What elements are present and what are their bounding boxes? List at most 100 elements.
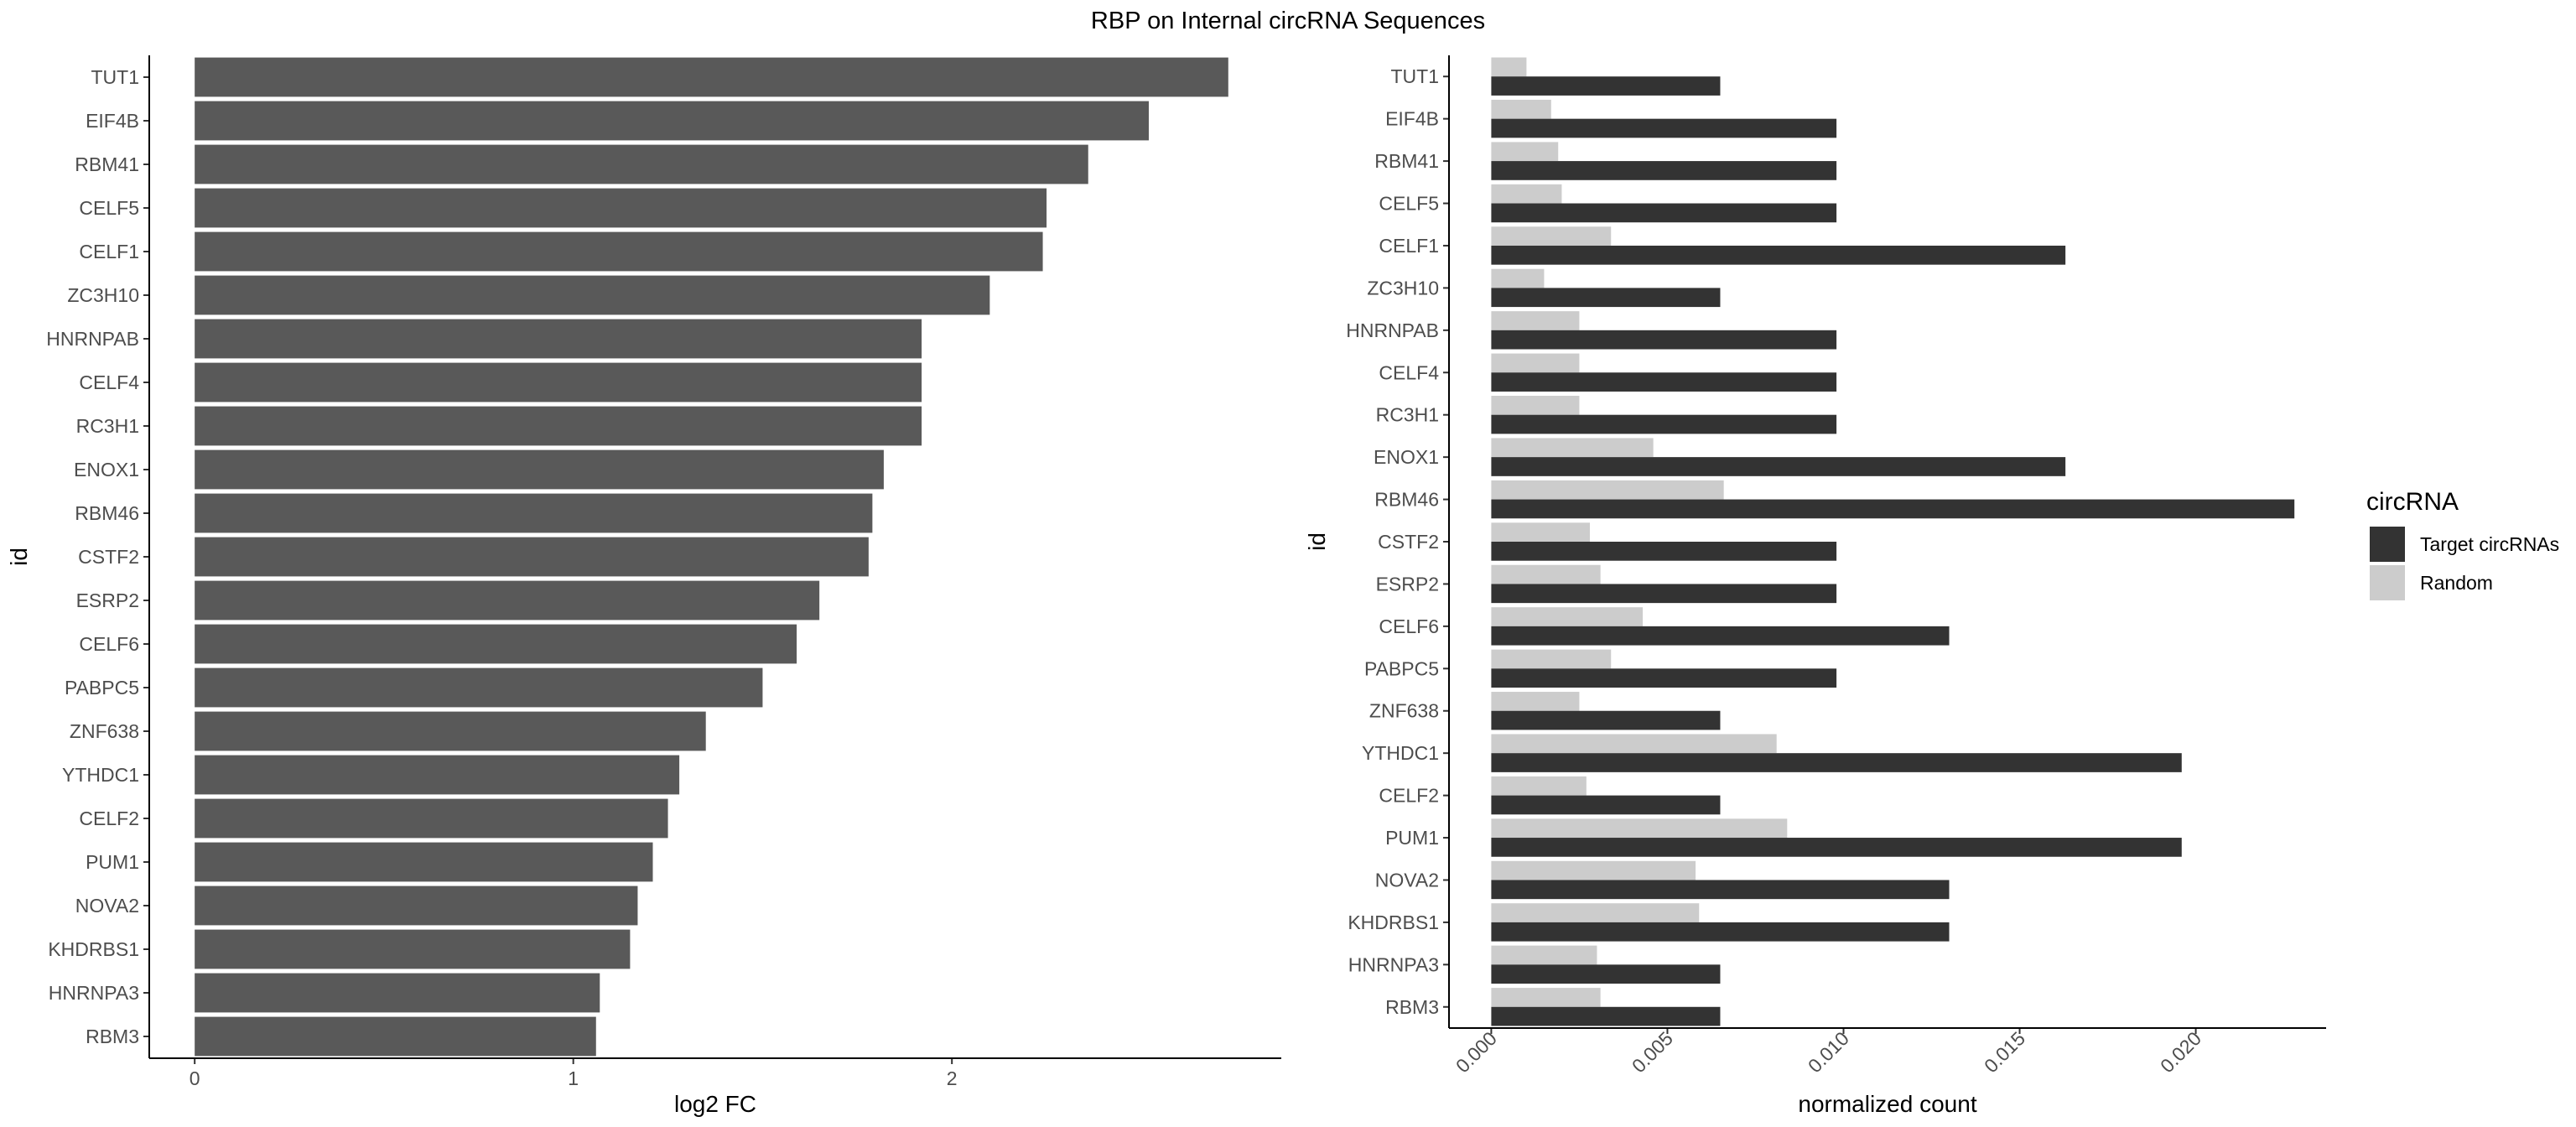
bar-target-tut1 — [1491, 76, 1721, 96]
y-tick-label: HNRNPA3 — [1348, 953, 1439, 975]
left-x-axis: 0 1 2 — [190, 1058, 958, 1089]
bar-celf5 — [195, 188, 1047, 228]
legend-title: circRNA — [2366, 488, 2459, 516]
bar-random-ythdc1 — [1491, 734, 1777, 754]
figure-title: RBP on Internal circRNA Sequences — [1091, 8, 1485, 34]
y-tick-label: CELF5 — [79, 197, 139, 219]
bar-enox1 — [195, 449, 884, 490]
y-tick-label: RBM41 — [75, 153, 139, 175]
bar-celf4 — [195, 362, 922, 402]
y-tick-label: CELF6 — [79, 633, 139, 655]
y-tick-label: RBM41 — [1374, 150, 1439, 172]
bar-target-pabpc5 — [1491, 668, 1837, 688]
bar-random-rbm41 — [1491, 142, 1559, 162]
bar-target-celf5 — [1491, 203, 1837, 223]
normalized-count-bar-chart: TUT1 EIF4B RBM41 CELF5 CELF1 ZC3H10 HNRNPAB CEL… — [1304, 55, 2326, 1117]
y-tick-label: ESRP2 — [1376, 573, 1439, 595]
log2fc-bar-chart: TUT1 EIF4B RBM41 CELF5 CELF1 ZC3H10 HNRNPAB CEL… — [6, 55, 1281, 1117]
bar-tut1 — [195, 57, 1228, 97]
bar-random-celf2 — [1491, 776, 1587, 796]
bar-nova2 — [195, 886, 638, 926]
legend-label-random: Random — [2420, 572, 2493, 594]
bar-random-pum1 — [1491, 818, 1788, 839]
legend-swatch-random — [2370, 565, 2405, 600]
bar-target-celf4 — [1491, 372, 1837, 392]
y-tick-label: RBM3 — [1385, 996, 1439, 1018]
y-tick-label: NOVA2 — [1375, 869, 1439, 891]
y-tick-label: ZNF638 — [70, 720, 139, 742]
bar-pum1 — [195, 842, 653, 882]
bar-esrp2 — [195, 580, 820, 621]
bar-target-rbm3 — [1491, 1006, 1721, 1026]
bar-random-tut1 — [1491, 57, 1527, 77]
bar-random-rbm3 — [1491, 988, 1601, 1007]
bar-random-rbm46 — [1491, 480, 1724, 500]
bar-target-zc3h10 — [1491, 288, 1721, 308]
bar-random-celf5 — [1491, 184, 1562, 204]
bar-random-enox1 — [1491, 438, 1654, 458]
y-tick-label: YTHDC1 — [1362, 742, 1439, 764]
y-tick-label: CELF4 — [1379, 361, 1439, 383]
left-y-axis-title: id — [6, 548, 32, 566]
x-tick-label: 1 — [568, 1067, 579, 1089]
bar-target-hnrnpab — [1491, 330, 1837, 350]
bar-cstf2 — [195, 537, 869, 577]
bar-pabpc5 — [195, 667, 763, 708]
y-tick-label: RBM3 — [86, 1026, 139, 1047]
y-tick-label: TUT1 — [1391, 65, 1440, 87]
bar-random-cstf2 — [1491, 522, 1591, 542]
bar-eif4b — [195, 101, 1149, 141]
y-tick-label: CELF1 — [1379, 235, 1439, 257]
right-y-tick-labels: TUT1 EIF4B RBM41 CELF5 CELF1 ZC3H10 HNRNPAB CEL… — [1346, 65, 1449, 1018]
bar-random-khdrbs1 — [1491, 903, 1700, 922]
y-tick-label: ZNF638 — [1369, 700, 1439, 722]
bar-rbm3 — [195, 1016, 596, 1057]
bar-target-celf1 — [1491, 245, 2066, 265]
y-tick-label: HNRNPAB — [1346, 319, 1439, 341]
bar-target-eif4b — [1491, 118, 1837, 138]
bar-random-rc3h1 — [1491, 396, 1580, 415]
bar-hnrnpa3 — [195, 973, 600, 1013]
y-tick-label: ZC3H10 — [1367, 277, 1439, 299]
left-x-axis-title: log2 FC — [674, 1091, 756, 1117]
y-tick-label: HNRNPA3 — [49, 982, 139, 1004]
bar-zc3h10 — [195, 275, 990, 315]
bar-znf638 — [195, 711, 706, 751]
bar-target-hnrnpa3 — [1491, 964, 1721, 984]
bar-celf1 — [195, 231, 1043, 272]
bar-target-nova2 — [1491, 880, 1950, 900]
y-tick-label: HNRNPAB — [46, 328, 139, 350]
y-tick-label: CSTF2 — [1378, 531, 1439, 553]
bar-target-enox1 — [1491, 457, 2066, 476]
bar-target-rc3h1 — [1491, 414, 1837, 434]
bar-target-rbm41 — [1491, 161, 1837, 180]
bar-target-khdrbs1 — [1491, 922, 1950, 942]
bar-random-celf4 — [1491, 353, 1580, 373]
bar-hnrnpab — [195, 319, 922, 359]
bar-target-cstf2 — [1491, 542, 1837, 561]
bar-random-hnrnpab — [1491, 311, 1580, 330]
right-x-axis-title: normalized count — [1798, 1091, 1976, 1117]
left-y-tick-labels: TUT1 EIF4B RBM41 CELF5 CELF1 ZC3H10 HNRNPAB CEL… — [46, 66, 149, 1047]
legend-swatch-target-circrnas — [2370, 527, 2405, 562]
bar-random-celf6 — [1491, 607, 1644, 626]
y-tick-label: EIF4B — [86, 110, 139, 132]
bar-random-eif4b — [1491, 99, 1551, 119]
y-tick-label: CELF4 — [79, 371, 139, 393]
bar-rc3h1 — [195, 406, 922, 446]
y-tick-label: ENOX1 — [1374, 446, 1439, 468]
y-tick-label: ZC3H10 — [67, 284, 139, 306]
y-tick-label: ENOX1 — [74, 459, 139, 480]
bar-random-hnrnpa3 — [1491, 945, 1597, 965]
y-tick-label: CELF6 — [1379, 615, 1439, 637]
y-tick-label: PABPC5 — [1364, 657, 1439, 679]
y-tick-label: RBM46 — [75, 502, 139, 524]
y-tick-label: CELF5 — [1379, 193, 1439, 215]
bar-random-pabpc5 — [1491, 649, 1612, 669]
x-tick-label: 2 — [947, 1067, 958, 1089]
y-tick-label: RC3H1 — [76, 415, 139, 437]
y-tick-label: PUM1 — [86, 851, 139, 873]
bar-random-esrp2 — [1491, 564, 1601, 584]
legend: circRNA Target circRNAs Random — [2366, 488, 2559, 600]
